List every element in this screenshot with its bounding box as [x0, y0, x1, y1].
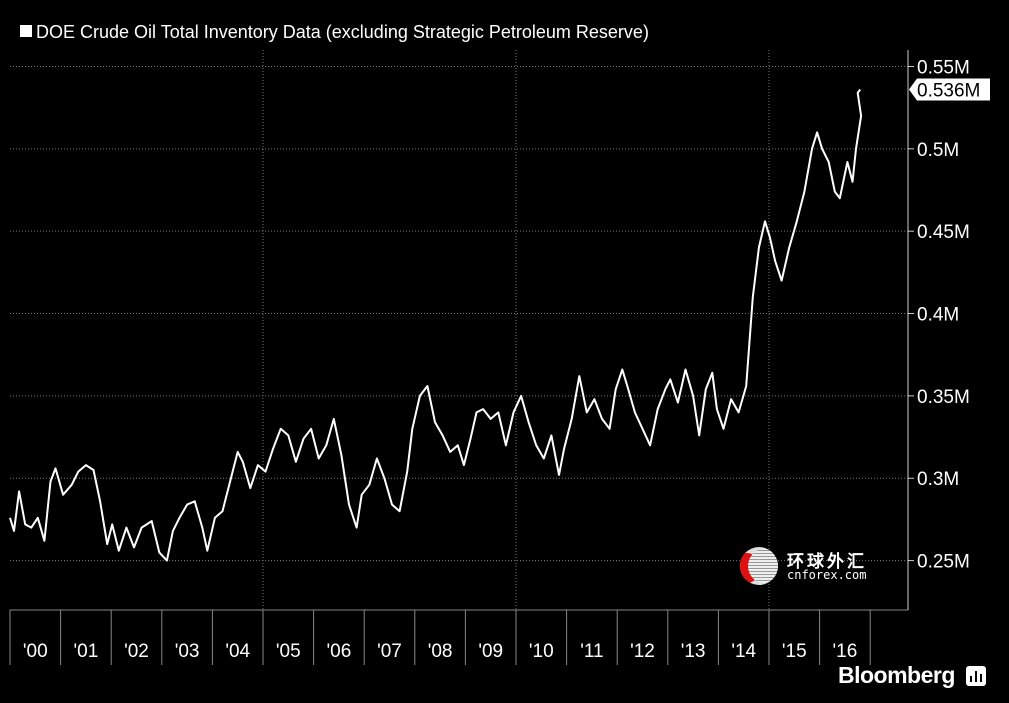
y-tick-label: 0.45M	[917, 222, 970, 243]
y-tick-label: 0.5M	[917, 140, 959, 161]
y-axis: 0.25M 0.3M 0.35M 0.4M 0.45M 0.5M 0.55M	[907, 50, 970, 610]
x-tick-label: '05	[276, 641, 301, 662]
legend-square-icon	[20, 25, 32, 37]
x-tick-label: '15	[782, 641, 807, 662]
series-layer	[9, 88, 863, 562]
x-tick-label: '00	[23, 641, 48, 662]
y-tick-label: 0.35M	[917, 387, 970, 408]
grid-lines	[10, 50, 908, 610]
x-tick-label: '13	[681, 641, 706, 662]
bloomberg-logo: Bloomberg	[838, 662, 955, 688]
x-tick-label: '11	[580, 641, 603, 662]
y-tick-label: 0.4M	[917, 305, 959, 326]
x-tick-label: '02	[124, 641, 149, 662]
x-tick-label: '07	[377, 641, 402, 662]
x-tick-label: '01	[74, 641, 99, 662]
x-tick-label: '12	[630, 641, 655, 662]
x-tick-label: '09	[478, 641, 503, 662]
x-tick-label: '08	[428, 641, 453, 662]
y-tick-label: 0.25M	[917, 552, 970, 573]
y-tick-label: 0.3M	[917, 469, 959, 490]
chart-title: DOE Crude Oil Total Inventory Data (excl…	[20, 22, 649, 43]
x-tick-label: '16	[833, 641, 858, 662]
last-value-marker: 0.536M	[909, 78, 990, 102]
x-tick-label: '06	[327, 641, 352, 662]
bloomberg-chart-icon	[966, 666, 986, 686]
x-tick-label: '03	[175, 641, 200, 662]
y-tick-label: 0.55M	[917, 57, 970, 78]
watermark-domain-text: cnforex.com	[787, 568, 867, 582]
series-line	[9, 88, 863, 562]
last-value-label: 0.536M	[917, 81, 980, 102]
cnforex-logo-icon	[740, 547, 778, 585]
last-value-box	[909, 78, 990, 101]
x-tick-label: '04	[225, 641, 250, 662]
x-axis: '00 '01 '02 '03 '04 '05 '06 '07 '08 '09 '10 '11 '12 '…	[9, 609, 908, 665]
watermark-chinese-text: 环球外汇	[787, 552, 867, 571]
cnforex-watermark: 环球外汇 cnforex.com	[740, 545, 880, 587]
x-tick-label: '10	[529, 641, 554, 662]
x-tick-label: '14	[731, 641, 756, 662]
